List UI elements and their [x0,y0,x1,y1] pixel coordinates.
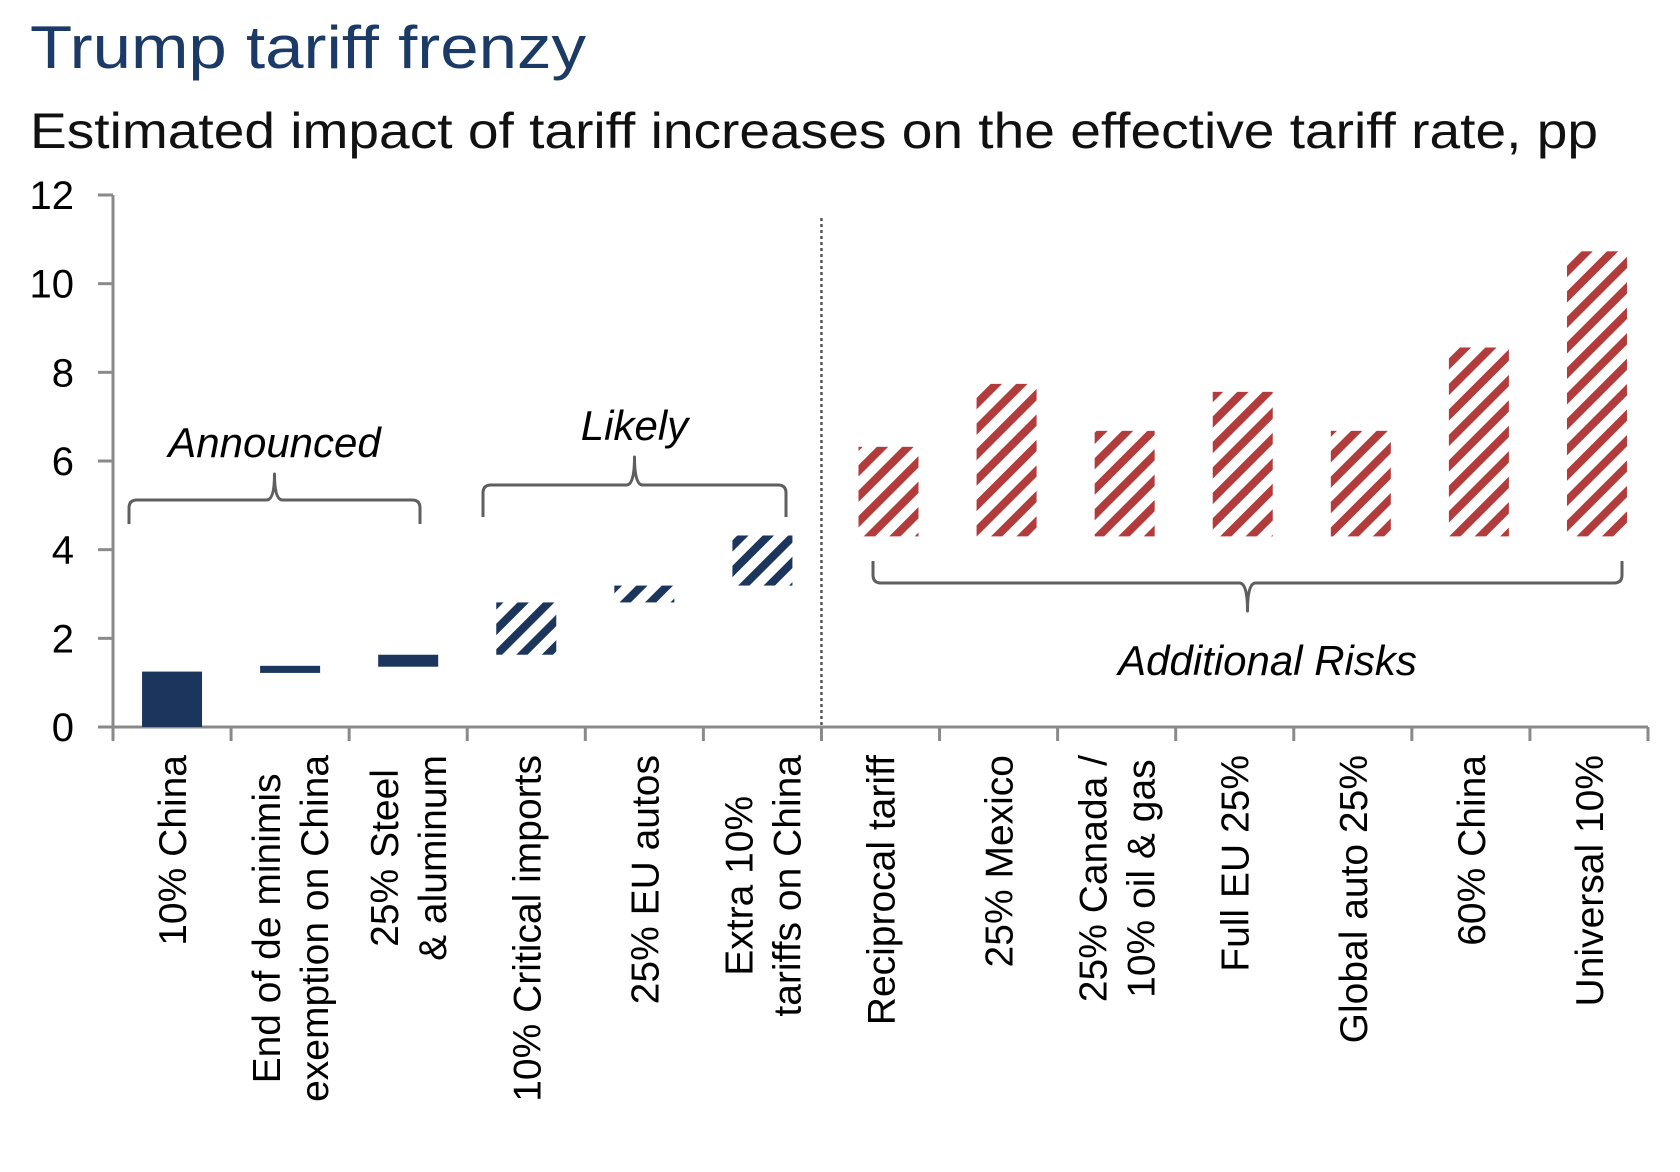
x-tick-label-line: Extra 10% [718,796,761,976]
x-tick-label-line: 25% Mexico [979,755,1022,967]
group-label-announced: Announced [165,419,382,466]
bars [142,251,1627,727]
x-tick-label-line: Full EU 25% [1215,755,1258,972]
bar-additional-risks [1566,251,1627,537]
brace [127,472,422,524]
x-tick-label-line: 10% oil & gas [1121,759,1164,997]
x-tick-label: Reciprocal tariff [861,755,904,1025]
chart-title: Trump tariff frenzy [30,14,586,81]
x-tick-label: Extra 10% tariffs on China [718,755,809,1017]
x-tick-label: End of de minimis exemption on China [246,755,337,1102]
x-tick-label-line: 60% China [1451,755,1494,946]
bar-additional-risks [1330,430,1391,537]
x-tick-label: 25% EU autos [624,755,667,1004]
y-tick-label: 10 [30,263,75,307]
bar-likely [732,535,793,586]
bar-additional-risks [1094,430,1155,537]
bar-announced [142,671,203,727]
x-tick-label: 25% Steel & aluminum [364,755,455,961]
y-tick-label: 12 [30,174,75,218]
plot-area: 0 2 4 6 8 10 12 10% China End of de minimis exem… [30,174,1650,1102]
x-tick-labels: 10% China End of de minimis exemption on C… [152,755,1612,1102]
y-tick-label: 2 [52,617,74,661]
bar-additional-risks [976,383,1037,537]
x-tick-label-line: & aluminum [412,755,455,961]
group-label-likely: Likely [581,402,691,449]
brace [481,455,788,517]
x-tick-label: 25% Mexico [979,755,1022,967]
x-tick-label: Full EU 25% [1215,755,1258,972]
group-label-additional-risks: Additional Risks [1115,637,1417,684]
bar-announced [378,654,439,667]
x-tick-label: 10% China [152,755,195,946]
x-tick-label-line: 25% Steel [364,769,407,947]
x-tick-label: Universal 10% [1569,755,1612,1006]
bar-additional-risks [858,446,919,537]
x-tick-label: 10% Critical imports [506,755,549,1102]
y-ticks: 0 2 4 6 8 10 12 [30,174,113,750]
chart-subtitle: Estimated impact of tariff increases on … [30,103,1598,159]
bar-additional-risks [1212,391,1273,537]
x-tick-label: 25% Canada /10% oil & gas [1073,755,1164,1002]
x-ticks [111,727,1650,741]
bar-announced [260,665,321,673]
bar-likely [614,585,675,603]
x-tick-label-line: 10% China [152,755,195,946]
x-tick-label-line: 10% Critical imports [506,755,549,1102]
bar-likely [496,602,557,655]
x-tick-label-line: Global auto 25% [1333,755,1376,1043]
x-tick-label-line: exemption on China [294,755,337,1102]
bar-additional-risks [1448,347,1509,537]
x-tick-label: 60% China [1451,755,1494,946]
y-tick-label: 4 [52,529,74,573]
group-annotations: Announced Likely Additional Risks [127,402,1624,684]
x-tick-label-line: 25% EU autos [624,755,667,1004]
y-tick-label: 8 [52,351,74,395]
x-tick-label-line: Reciprocal tariff [861,755,904,1025]
brace [871,561,1624,613]
x-tick-label-line: tariffs on China [766,755,809,1017]
x-tick-label-line: 25% Canada / [1073,755,1116,1002]
x-tick-label-line: Universal 10% [1569,755,1612,1006]
x-tick-label-line: End of de minimis [246,773,289,1083]
x-tick-label: Global auto 25% [1333,755,1376,1043]
y-tick-label: 0 [52,706,74,750]
y-tick-label: 6 [52,440,74,484]
